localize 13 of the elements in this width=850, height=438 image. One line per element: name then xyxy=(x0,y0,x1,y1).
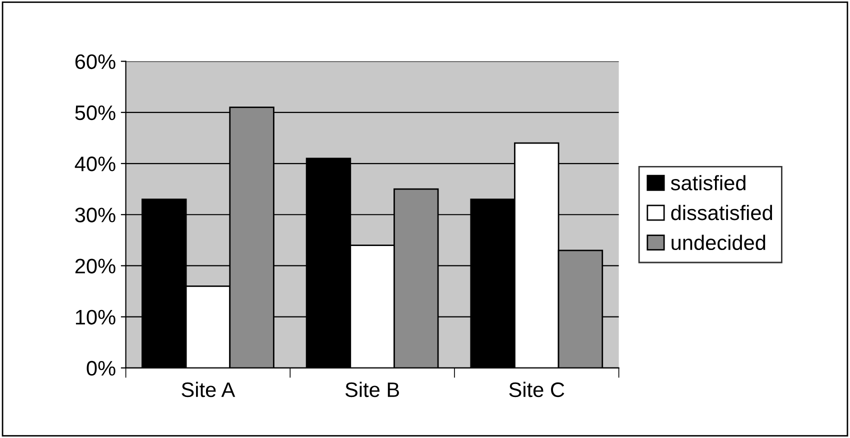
y-tick-label: 10% xyxy=(76,310,116,325)
legend-label: undecided xyxy=(672,234,766,250)
y-tick-label: 60% xyxy=(75,54,116,70)
y-tick-label: 40% xyxy=(74,156,116,172)
legend-label: dissatisfied xyxy=(671,204,772,220)
x-tick-label: Site C xyxy=(509,382,564,398)
y-tick-label: 30% xyxy=(75,208,116,222)
x-tick-label: Site B xyxy=(345,382,399,398)
y-tick-label: 0% xyxy=(86,360,116,376)
legend-label: satisfied xyxy=(670,175,746,190)
y-tick-label: 50% xyxy=(75,105,116,120)
y-tick-label: 20% xyxy=(75,258,116,274)
x-tick-label: Site A xyxy=(182,382,236,398)
